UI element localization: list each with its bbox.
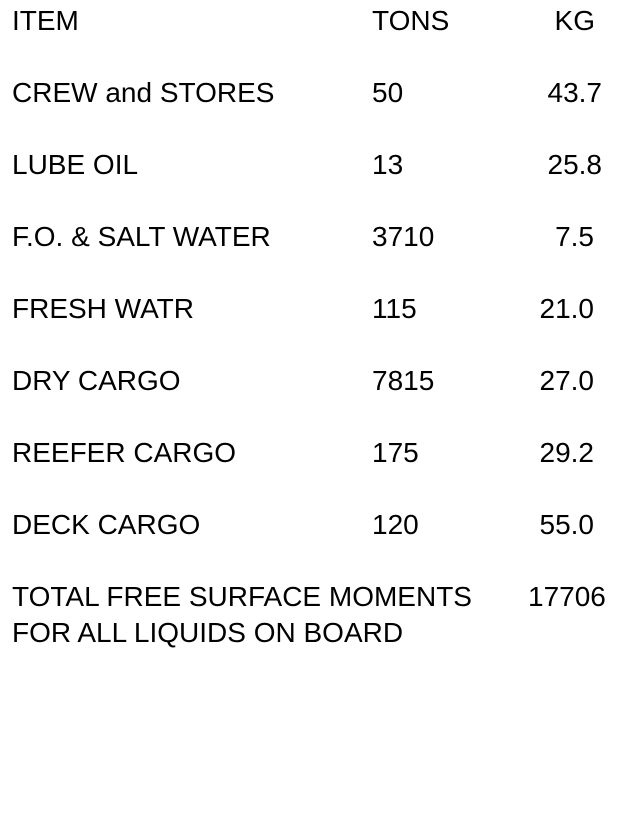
- total-label-continued: FOR ALL LIQUIDS ON BOARD: [12, 617, 404, 648]
- row-item: DECK CARGO: [12, 509, 201, 540]
- row-kg: 21.0: [539, 293, 595, 324]
- table-header-row: ITEM TONS KG: [0, 5, 640, 37]
- total-line-2: FOR ALL LIQUIDS ON BOARD: [0, 617, 640, 653]
- row-item: F.O. & SALT WATER: [12, 221, 271, 252]
- row-item: LUBE OIL: [12, 149, 139, 180]
- row-tons: 115: [372, 293, 417, 324]
- header-item: ITEM: [12, 5, 79, 36]
- row-tons: 7815: [372, 365, 435, 396]
- row-item: FRESH WATR: [12, 293, 194, 324]
- row-item: CREW and STORES: [12, 77, 275, 108]
- total-label: TOTAL FREE SURFACE MOMENTS: [12, 581, 472, 612]
- table-row: DRY CARGO 7815 27.0: [0, 365, 640, 397]
- row-tons: 120: [372, 509, 419, 540]
- row-kg: 7.5: [555, 221, 594, 252]
- row-tons: 13: [372, 149, 404, 180]
- row-kg: 43.7: [547, 77, 603, 108]
- header-kg: KG: [554, 5, 595, 36]
- table-row: CREW and STORES 50 43.7: [0, 77, 640, 109]
- row-kg: 25.8: [547, 149, 603, 180]
- row-item: DRY CARGO: [12, 365, 181, 396]
- row-tons: 3710: [372, 221, 435, 252]
- row-tons: 175: [372, 437, 419, 468]
- table-row: F.O. & SALT WATER 3710 7.5: [0, 221, 640, 253]
- header-tons: TONS: [372, 5, 450, 36]
- total-free-surface-moments: TOTAL FREE SURFACE MOMENTS 17706 FOR ALL…: [0, 581, 640, 653]
- row-tons: 50: [372, 77, 404, 108]
- row-kg: 55.0: [539, 509, 595, 540]
- row-kg: 27.0: [539, 365, 595, 396]
- table-row: DECK CARGO 120 55.0: [0, 509, 640, 541]
- total-value: 17706: [528, 581, 606, 612]
- table-row: REEFER CARGO 175 29.2: [0, 437, 640, 469]
- table-row: FRESH WATR 115 21.0: [0, 293, 640, 325]
- row-kg: 29.2: [539, 437, 595, 468]
- total-line-1: TOTAL FREE SURFACE MOMENTS 17706: [0, 581, 640, 617]
- table-row: LUBE OIL 13 25.8: [0, 149, 640, 181]
- row-item: REEFER CARGO: [12, 437, 237, 468]
